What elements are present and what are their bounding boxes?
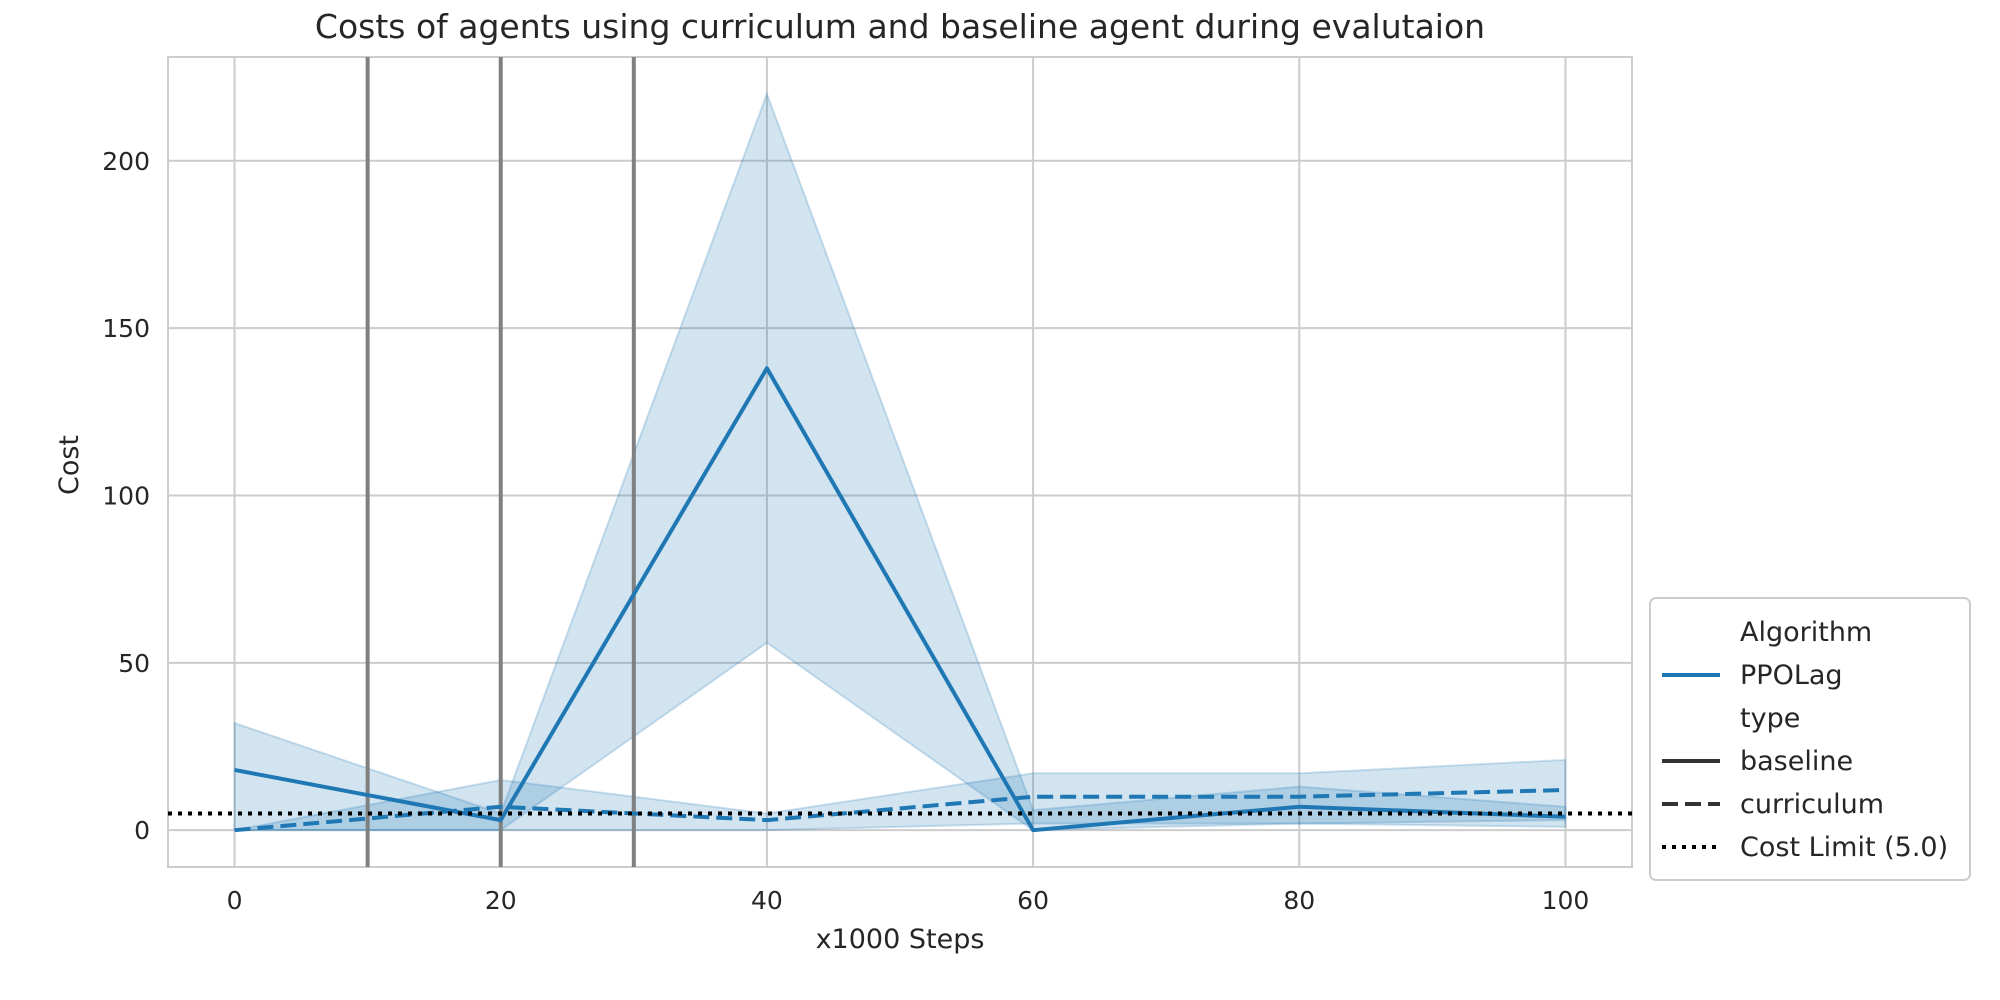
legend-entry-label: PPOLag [1740,660,1843,691]
series-line-baseline [234,366,1566,833]
legend-entry-label: type [1740,703,1800,734]
legend-entry-label: Algorithm [1740,617,1872,648]
x-tick-label: 60 [1017,886,1049,915]
x-tick-label: 80 [1283,886,1315,915]
legend-box [1649,597,1971,881]
x-tick-label: 0 [227,886,243,915]
legend-entry-label: curriculum [1740,789,1884,820]
y-tick-label: 50 [118,649,150,678]
confidence-band-baseline [233,90,1567,832]
x-tick-label: 20 [485,886,517,915]
y-tick-label: 200 [102,147,150,176]
x-tick-label: 100 [1542,886,1590,915]
chart-title: Costs of agents using curriculum and bas… [315,7,1485,46]
series-group [168,57,1632,867]
y-axis-label: Cost [54,435,85,495]
y-tick-label: 150 [102,314,150,343]
y-tick-label: 0 [134,816,150,845]
legend: Algorithm PPOLag type baseline curriculum Cos… [1649,597,1971,881]
series-line-curriculum [234,788,1566,833]
legend-entry-label: Cost Limit (5.0) [1740,832,1948,863]
plot-frame [167,56,1633,868]
legend-entry-label: baseline [1740,746,1853,777]
x-tick-label: 40 [751,886,783,915]
x-axis-label: x1000 Steps [816,924,985,955]
y-tick-label: 100 [102,481,150,510]
plot-area: 0 20 40 60 80 100 0 50 100 150 200 [102,56,1633,915]
